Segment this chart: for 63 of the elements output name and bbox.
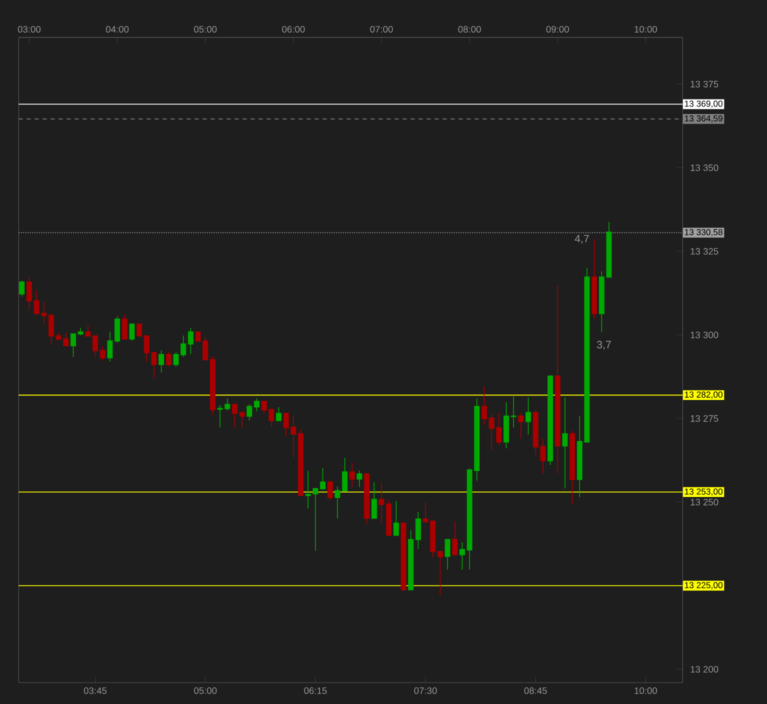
candlestick xyxy=(48,313,54,346)
annotation: 4,7 xyxy=(574,234,589,244)
candlestick xyxy=(136,323,142,337)
candlestick xyxy=(246,404,252,421)
candlestick xyxy=(320,468,326,490)
x2-tick-label: 08:00 xyxy=(458,26,481,33)
candlestick xyxy=(415,512,421,550)
ref-line-label: 13 253,00 xyxy=(684,488,722,496)
candlestick xyxy=(254,398,260,412)
y-tick-label: 13 325 xyxy=(690,248,718,255)
candlestick xyxy=(70,333,76,358)
candlestick xyxy=(166,350,172,368)
y-tick-label: 13 350 xyxy=(690,164,718,172)
candlestick xyxy=(482,386,487,426)
candlestick xyxy=(26,277,32,311)
candlestick xyxy=(129,323,135,342)
candlestick xyxy=(452,521,458,556)
candlestick xyxy=(371,482,377,519)
x2-tick-label: 06:00 xyxy=(282,26,305,33)
candlestick xyxy=(459,542,465,570)
candlestick xyxy=(92,335,98,358)
x2-tick-label: 03:00 xyxy=(18,26,41,33)
candlestick xyxy=(437,550,443,596)
x-tick-label: 08:45 xyxy=(524,687,547,694)
candlestick xyxy=(19,280,25,297)
ref-line-label: 13 369,00 xyxy=(684,100,722,108)
candlestick xyxy=(122,314,128,340)
y-tick-label: 13 200 xyxy=(690,666,718,673)
candlestick xyxy=(239,410,245,428)
x-tick-label: 05:00 xyxy=(194,687,217,694)
candlestick xyxy=(100,346,106,362)
x2-tick-label: 09:00 xyxy=(546,26,569,33)
x-tick-label: 07:30 xyxy=(414,687,437,694)
y-tick-label: 13 275 xyxy=(690,415,718,422)
ref-line-label: 13 330,58 xyxy=(684,229,722,236)
y-tick-label: 13 250 xyxy=(690,498,718,506)
x2-tick-label: 04:00 xyxy=(106,26,129,33)
candlestick xyxy=(356,470,362,488)
candlestick xyxy=(327,480,333,500)
candlestick xyxy=(85,324,91,337)
x-tick-label: 06:15 xyxy=(304,687,327,694)
y-tick-label: 13 300 xyxy=(690,332,718,338)
x2-tick-label: 07:00 xyxy=(370,26,393,33)
candlestick xyxy=(518,412,524,439)
ref-line-label: 13 282,00 xyxy=(684,392,722,399)
candlestick xyxy=(158,350,164,374)
ref-line-label: 13 364,59 xyxy=(684,115,722,123)
x2-tick-label: 10:00 xyxy=(634,26,657,33)
candlestick xyxy=(526,397,532,435)
y-tick-label: 13 375 xyxy=(690,80,718,88)
candlestick xyxy=(510,396,516,428)
x2-tick-label: 05:00 xyxy=(194,26,217,33)
x-tick-label: 03:45 xyxy=(84,687,107,694)
annotation: 3,7 xyxy=(596,340,611,350)
candlestick xyxy=(188,328,194,354)
candlestick xyxy=(276,406,282,422)
candlestick xyxy=(444,538,450,570)
candlestick xyxy=(393,500,399,536)
candlestick xyxy=(562,397,568,489)
ref-line-label: 13 225,00 xyxy=(684,582,722,590)
candlestick xyxy=(349,462,355,488)
candlestick xyxy=(232,404,238,428)
x-tick-label: 10:00 xyxy=(634,687,657,694)
